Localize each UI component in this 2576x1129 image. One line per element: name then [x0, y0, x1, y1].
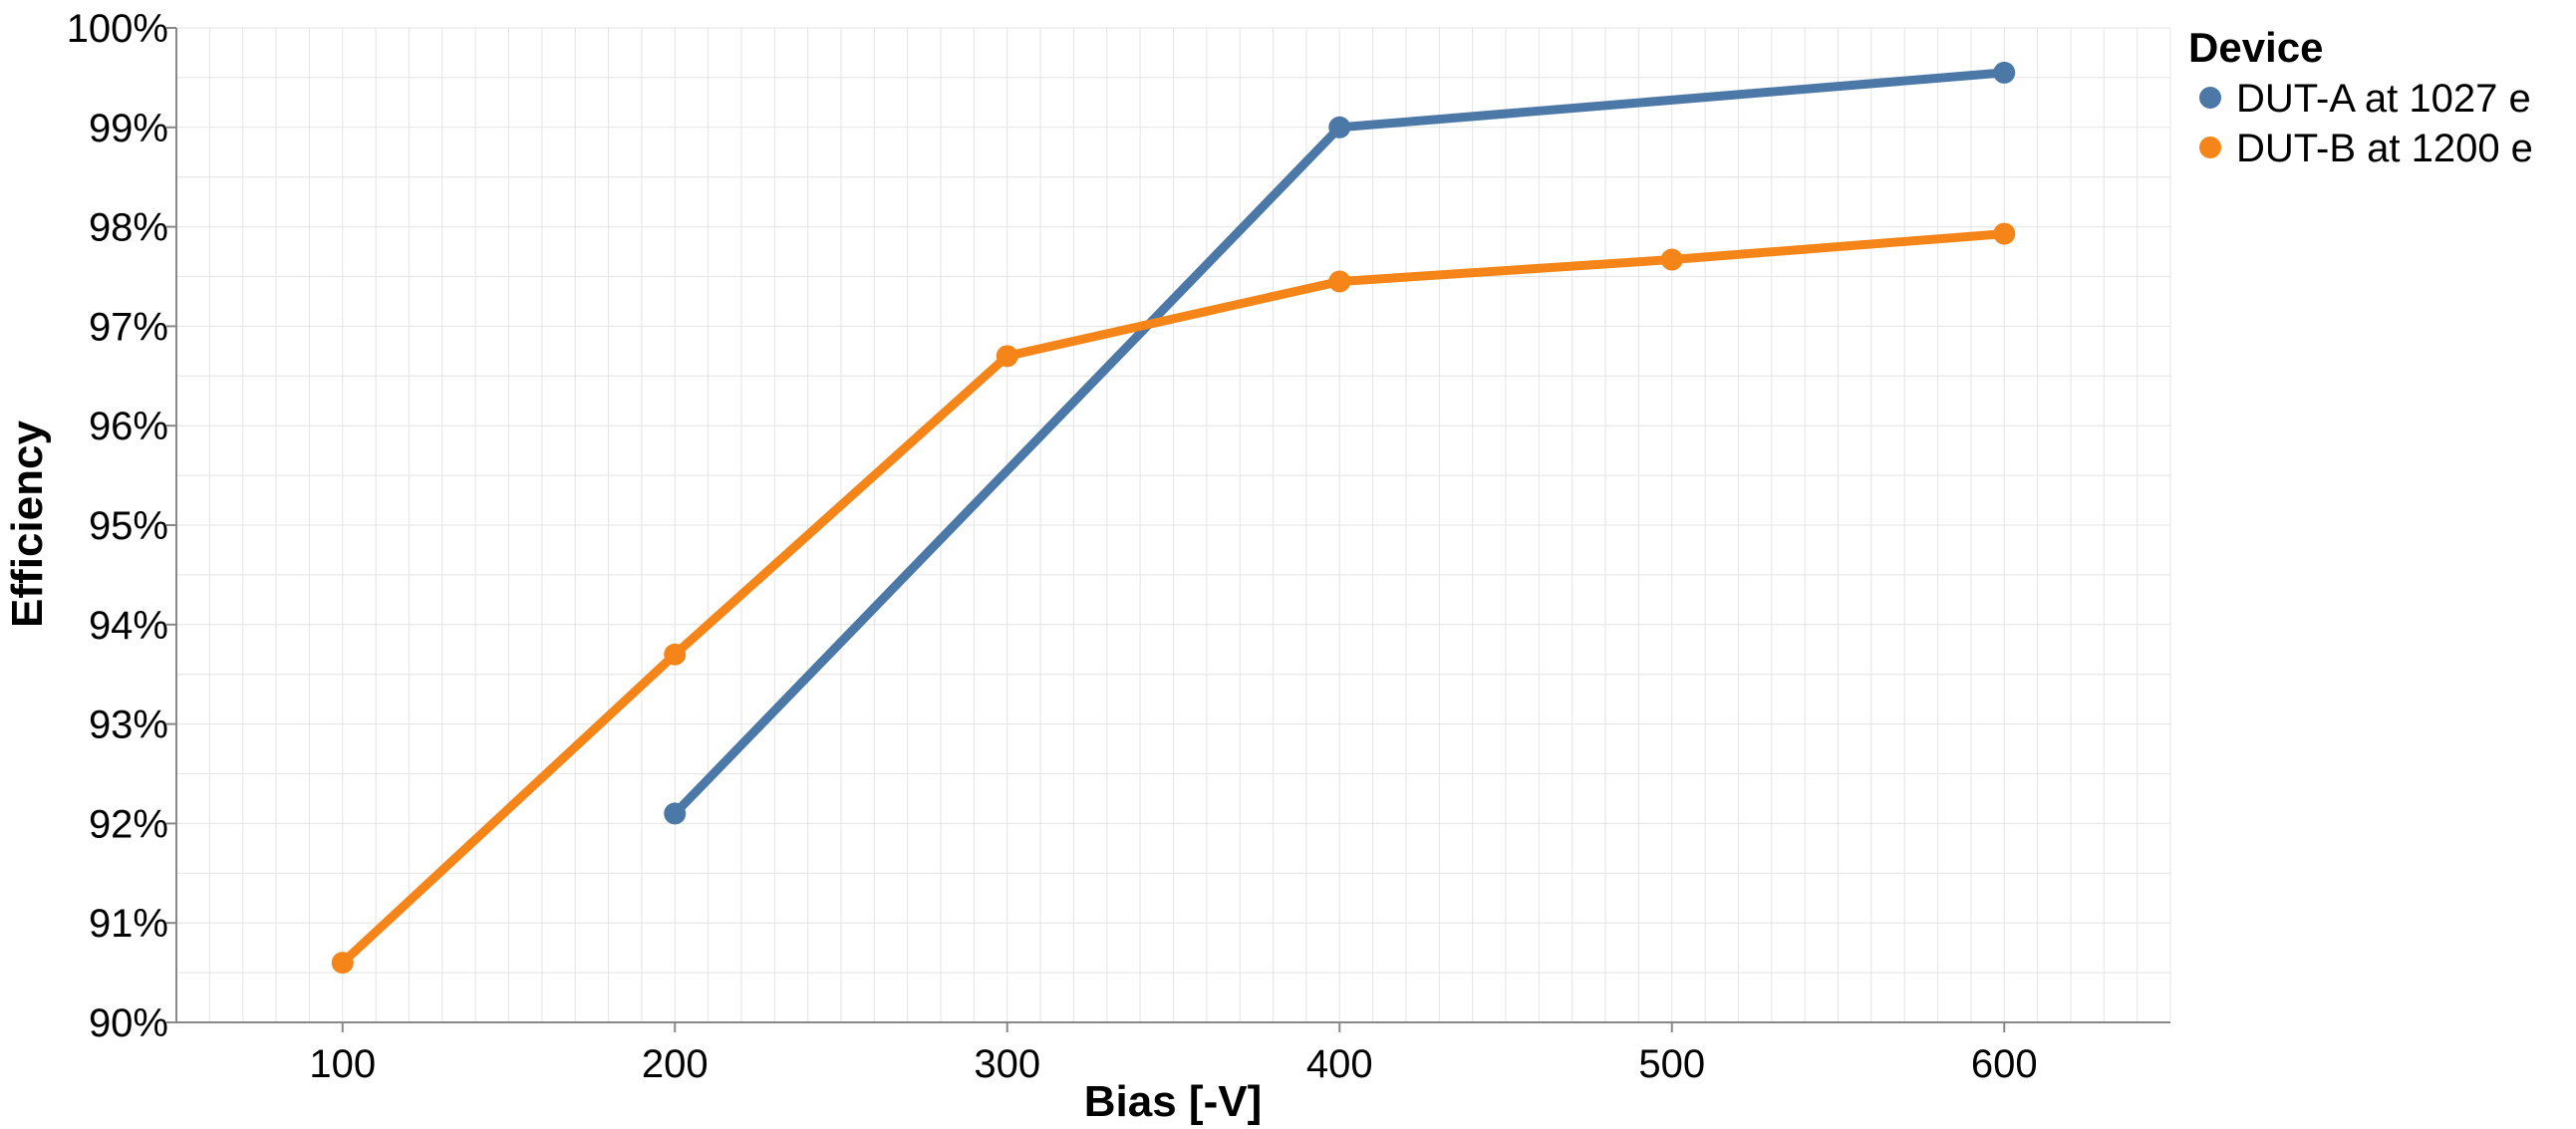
data-point — [1993, 61, 2016, 84]
y-tick-label: 96% — [89, 405, 168, 448]
legend-item: DUT-A at 1027 e — [2199, 77, 2531, 121]
y-tick-label: 98% — [89, 206, 168, 250]
x-axis-title: Bias [-V] — [1084, 1077, 1262, 1126]
y-tick-label: 91% — [89, 902, 168, 946]
series-line — [338, 229, 2009, 968]
legend-symbol — [2199, 137, 2221, 158]
data-point — [1328, 116, 1351, 139]
y-tick-label: 100% — [67, 7, 168, 51]
y-tick-label: 90% — [89, 1001, 168, 1045]
x-tick-label: 600 — [1971, 1042, 2038, 1086]
x-tick-label: 100 — [309, 1042, 376, 1086]
legend-label: DUT-B at 1200 e — [2236, 127, 2533, 170]
y-tick-label: 97% — [89, 305, 168, 349]
data-point — [664, 802, 687, 825]
data-point — [1660, 248, 1683, 271]
data-point — [1328, 270, 1351, 293]
legend-symbol — [2199, 87, 2221, 109]
legend-label: DUT-A at 1027 e — [2236, 77, 2531, 121]
y-tick-label: 99% — [89, 107, 168, 150]
series-layer — [331, 61, 2016, 975]
y-tick-label: 94% — [89, 604, 168, 648]
data-point — [664, 643, 687, 666]
y-axis-title: Efficiency — [3, 421, 52, 628]
axes: 100 200 300 400 500 600 90% 91% 92% 93% 94% 95% 96% 9… — [67, 7, 2170, 1086]
x-tick-label: 500 — [1638, 1042, 1705, 1086]
y-tick-label: 92% — [89, 802, 168, 846]
x-tick-label: 200 — [642, 1042, 709, 1086]
x-tick-label: 300 — [974, 1042, 1040, 1086]
legend-title: Device — [2188, 24, 2323, 71]
series-2 — [331, 222, 2016, 975]
data-point — [331, 952, 354, 975]
y-tick-label: 95% — [89, 504, 168, 548]
data-point — [1993, 222, 2016, 245]
legend: DUT-A at 1027 e DUT-B at 1200 e — [2199, 77, 2533, 170]
grid — [175, 27, 2171, 1023]
data-point — [996, 345, 1018, 368]
series-1 — [664, 61, 2016, 825]
y-tick-label: 93% — [89, 704, 168, 747]
x-tick-label: 400 — [1306, 1042, 1373, 1086]
legend-item: DUT-B at 1200 e — [2199, 127, 2533, 170]
